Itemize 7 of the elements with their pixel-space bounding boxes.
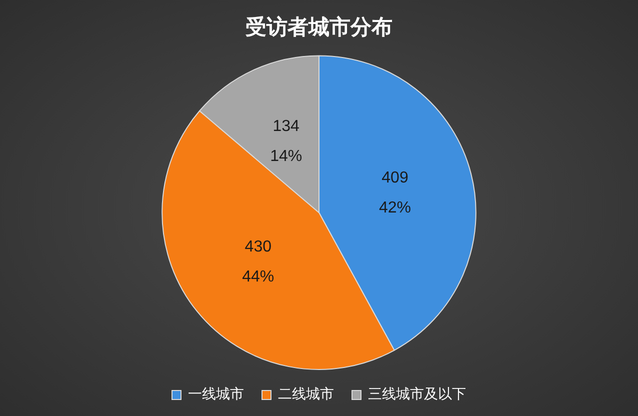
legend-label: 二线城市 bbox=[278, 386, 334, 403]
data-label: 134 14% bbox=[270, 118, 302, 165]
data-label: 409 42% bbox=[378, 170, 412, 217]
data-label: 430 44% bbox=[242, 238, 274, 286]
legend-label: 三线城市及以下 bbox=[368, 386, 466, 403]
chart-title: 受访者城市分布 bbox=[246, 15, 392, 40]
legend-label: 一线城市 bbox=[188, 386, 244, 403]
